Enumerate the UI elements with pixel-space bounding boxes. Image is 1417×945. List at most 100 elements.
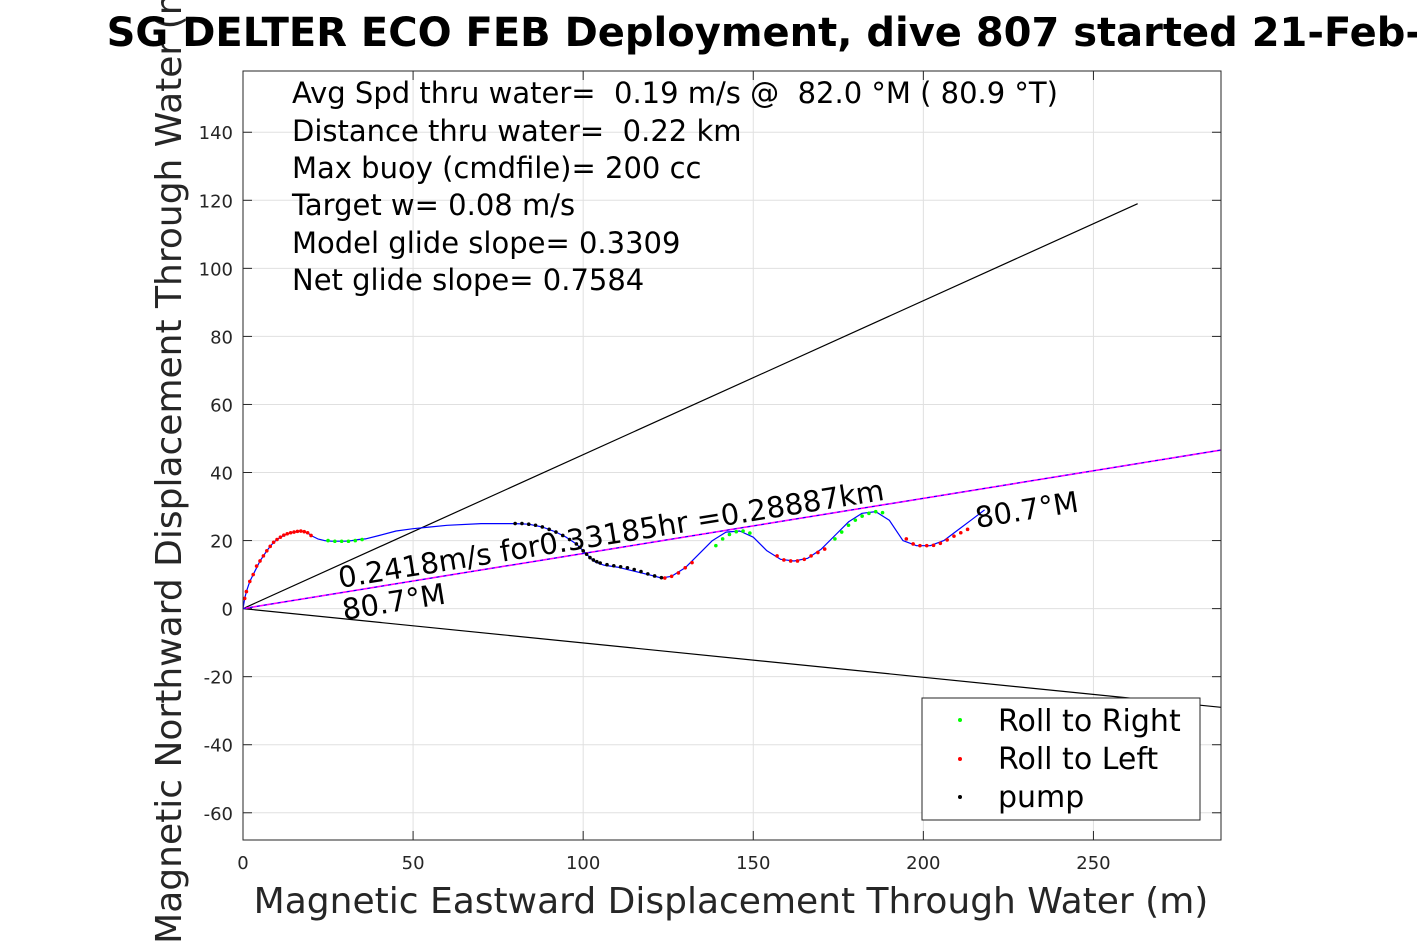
legend-marker-roll-right <box>958 718 962 722</box>
legend-box <box>921 697 1201 821</box>
roll-left-point <box>278 535 283 539</box>
roll-right-point <box>734 529 739 534</box>
x-tick-label: 250 <box>1076 853 1110 874</box>
roll-right-point <box>833 537 837 541</box>
roll-right-point <box>853 518 858 522</box>
pump-point <box>513 521 517 526</box>
roll-left-point <box>271 540 276 545</box>
pump-point <box>547 527 551 532</box>
pump-point <box>598 561 602 565</box>
y-tick-label: 140 <box>199 123 233 144</box>
x-tick-label: 50 <box>402 853 425 874</box>
info-line-6: Net glide slope= 0.7584 <box>292 263 644 297</box>
y-tick-label: 100 <box>199 259 233 280</box>
x-axis-label: Magnetic Eastward Displacement Through W… <box>254 881 1209 922</box>
pump-point <box>659 575 664 580</box>
roll-right-point <box>353 538 358 543</box>
roll-left-point <box>938 541 943 546</box>
y-tick-label: 0 <box>222 600 233 621</box>
pump-point <box>581 548 585 553</box>
pump-point <box>594 559 599 564</box>
roll-left-point <box>802 557 807 562</box>
legend: Roll to Right Roll to Left pump <box>921 697 1201 821</box>
roll-left-point <box>918 543 922 548</box>
info-line-3: Max buoy (cmdfile)= 200 cc <box>292 151 701 185</box>
roll-left-point <box>676 571 681 575</box>
roll-left-point <box>302 529 307 534</box>
roll-right-point <box>748 531 752 535</box>
pump-point <box>588 555 592 560</box>
roll-left-point <box>254 564 259 568</box>
roll-left-point <box>911 542 915 546</box>
legend-label-pump: pump <box>998 780 1084 815</box>
roll-left-point <box>952 534 956 538</box>
roll-right-point <box>360 537 364 542</box>
roll-right-point <box>326 538 330 543</box>
pump-point <box>577 545 582 550</box>
pump-point <box>605 562 609 567</box>
info-line-4: Target w= 0.08 m/s <box>291 188 575 222</box>
roll-left-point <box>782 558 786 562</box>
x-tick-label: 100 <box>566 853 600 874</box>
roll-left-point <box>958 530 963 535</box>
pump-point <box>526 522 531 527</box>
y-tick-label: -20 <box>204 668 233 689</box>
roll-left-point <box>265 548 269 553</box>
roll-left-point <box>248 579 252 584</box>
pump-point <box>618 564 623 569</box>
roll-left-point <box>299 529 303 533</box>
pump-point <box>639 569 643 574</box>
roll-left-point <box>663 576 667 580</box>
roll-left-point <box>904 537 909 541</box>
pump-point <box>625 565 630 570</box>
info-line-1: Avg Spd thru water= 0.19 m/s @ 82.0 °M (… <box>292 76 1058 110</box>
roll-left-point <box>244 589 249 594</box>
roll-right-point <box>333 539 337 544</box>
x-tick-label: 0 <box>237 853 248 874</box>
legend-label-roll-right: Roll to Right <box>998 704 1181 739</box>
roll-right-point <box>880 510 885 515</box>
pump-point <box>611 563 616 568</box>
roll-left-point <box>242 596 247 601</box>
roll-left-point <box>816 550 820 555</box>
roll-right-point <box>720 537 725 541</box>
roll-left-point <box>288 530 293 535</box>
roll-right-point <box>839 530 844 534</box>
roll-left-point <box>251 572 256 577</box>
pump-point <box>540 525 545 529</box>
pump-point <box>591 558 596 562</box>
roll-left-point <box>309 533 313 538</box>
roll-left-point <box>683 565 688 570</box>
y-tick-label: 80 <box>210 327 233 348</box>
x-tick-label: 200 <box>906 853 940 874</box>
roll-left-point <box>924 543 929 548</box>
roll-right-point <box>860 514 864 518</box>
roll-left-point <box>809 554 813 558</box>
roll-left-point <box>795 559 800 563</box>
roll-left-point <box>258 559 262 563</box>
roll-right-point <box>873 509 878 514</box>
roll-right-point <box>867 511 871 516</box>
pump-point <box>632 567 636 572</box>
roll-right-point <box>346 539 351 544</box>
info-text-block: Avg Spd thru water= 0.19 m/s @ 82.0 °M (… <box>291 76 1058 297</box>
grid <box>242 71 1221 840</box>
roll-left-point <box>285 531 290 536</box>
y-tick-label: 120 <box>199 191 233 212</box>
roll-right-point <box>727 532 732 537</box>
roll-left-point <box>261 554 266 558</box>
info-line-2: Distance thru water= 0.22 km <box>292 114 742 148</box>
roll-left-point <box>305 530 310 535</box>
axis-ticks: 0 50 100 150 200 250 -60 -40 -20 0 20 40 60 80 100 120 1… <box>199 71 1221 874</box>
roll-right-point <box>846 523 851 528</box>
y-tick-label: -60 <box>204 804 233 825</box>
roll-left-point <box>282 533 286 537</box>
heading-line <box>242 449 1222 610</box>
pump-point <box>567 537 572 542</box>
pump-point <box>533 523 538 528</box>
y-axis-label: Magnetic Northward Displacement Through … <box>149 0 190 944</box>
pump-point <box>652 574 657 578</box>
glide-cone-lower-line <box>242 608 1222 708</box>
roll-left-point <box>275 537 279 542</box>
